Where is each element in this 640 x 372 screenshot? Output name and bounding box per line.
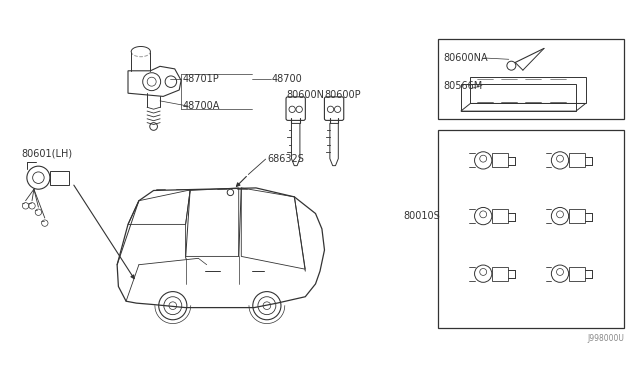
Text: 80600NA: 80600NA	[444, 53, 488, 63]
Text: 80600P: 80600P	[324, 90, 361, 100]
Text: 48701P: 48701P	[182, 74, 219, 84]
Bar	[492, 267, 508, 280]
Text: 80566M: 80566M	[444, 80, 483, 90]
Bar	[50, 171, 69, 185]
Text: 48700: 48700	[272, 74, 303, 84]
Text: 48700A: 48700A	[182, 101, 220, 111]
Text: 80600N: 80600N	[286, 90, 324, 100]
Bar	[569, 209, 585, 223]
Text: J998000U: J998000U	[587, 334, 624, 343]
Bar	[569, 267, 585, 280]
Text: 80601(LH): 80601(LH)	[21, 149, 72, 159]
Bar	[492, 209, 508, 223]
Bar	[492, 154, 508, 167]
Bar	[438, 39, 624, 119]
Text: 80010S: 80010S	[403, 211, 440, 221]
Bar	[569, 154, 585, 167]
Text: 68632S: 68632S	[268, 154, 305, 164]
Bar	[438, 130, 624, 328]
